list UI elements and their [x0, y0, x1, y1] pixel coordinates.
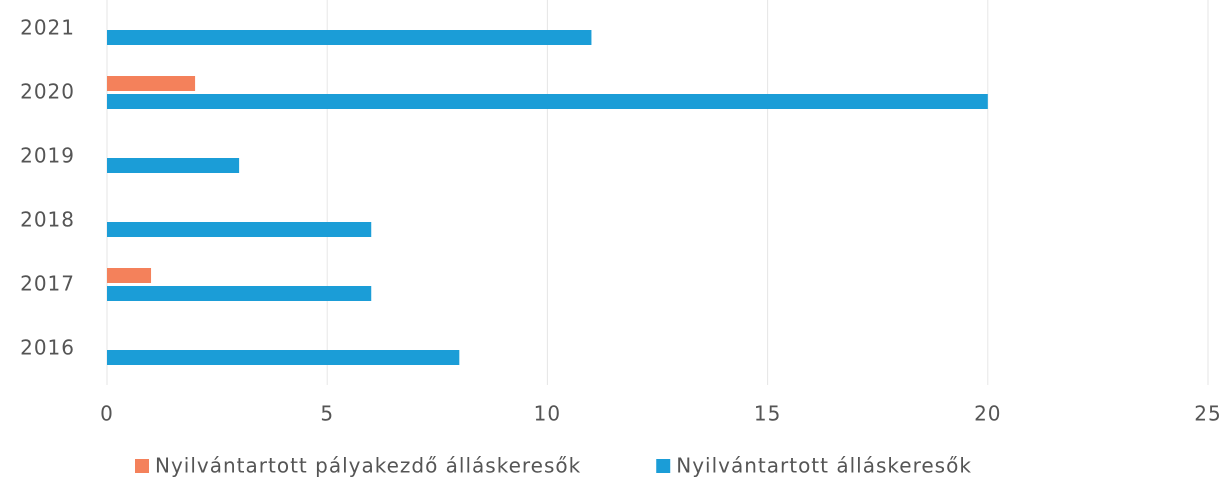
bar: [107, 286, 372, 301]
legend-label: Nyilvántartott pályakezdő álláskeresők: [155, 454, 581, 477]
x-tick-label: 0: [100, 402, 114, 426]
y-tick-label: 2018: [20, 208, 75, 232]
bar: [107, 30, 592, 45]
y-tick-label: 2019: [20, 144, 75, 168]
y-tick-label: 2020: [20, 80, 75, 104]
bar: [107, 350, 460, 365]
legend-swatch: [656, 459, 671, 473]
bar: [107, 76, 196, 91]
x-tick-label: 5: [320, 402, 334, 426]
bar: [107, 158, 240, 173]
legend-swatch: [135, 459, 149, 473]
x-tick-label: 15: [754, 402, 781, 426]
y-tick-label: 2016: [20, 336, 75, 360]
y-tick-label: 2017: [20, 272, 75, 296]
bar: [107, 94, 988, 109]
x-tick-label: 20: [974, 402, 1001, 426]
x-tick-label: 10: [534, 402, 561, 426]
y-tick-label: 2021: [20, 16, 75, 40]
x-tick-label: 25: [1194, 402, 1221, 426]
legend-label: Nyilvántartott álláskeresők: [676, 454, 972, 477]
bar: [107, 222, 372, 237]
bar: [107, 268, 152, 283]
